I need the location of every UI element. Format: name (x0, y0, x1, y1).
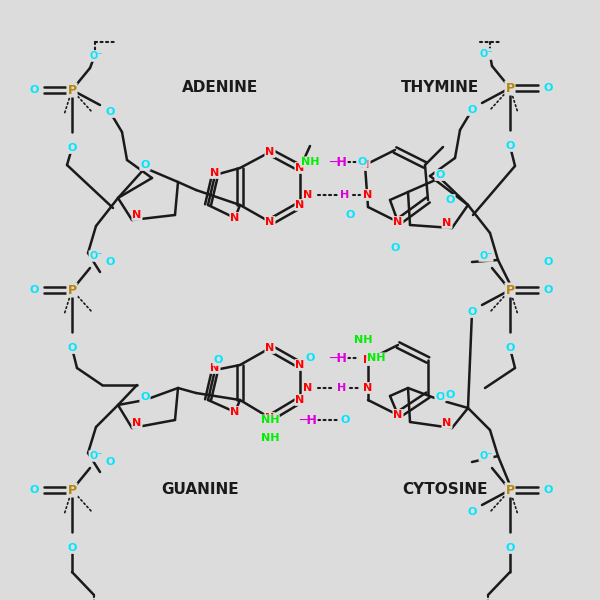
Text: NH: NH (261, 415, 279, 425)
Text: N: N (295, 395, 305, 405)
Text: CYTOSINE: CYTOSINE (402, 482, 488, 497)
Text: ─H: ─H (329, 155, 347, 169)
Text: ─H: ─H (329, 352, 347, 364)
Text: O⁻: O⁻ (479, 49, 493, 59)
Text: O: O (340, 415, 350, 425)
Text: N: N (295, 200, 305, 210)
Text: THYMINE: THYMINE (401, 80, 479, 95)
Text: O: O (346, 210, 355, 220)
Text: N: N (295, 163, 305, 173)
Text: GUANINE: GUANINE (161, 482, 239, 497)
Text: O: O (544, 485, 553, 495)
Text: O⁻: O⁻ (479, 251, 493, 261)
Text: N: N (265, 343, 275, 353)
Text: O: O (505, 343, 515, 353)
Text: O: O (544, 83, 553, 93)
Text: O⁻: O⁻ (89, 451, 103, 461)
Text: N: N (265, 147, 275, 157)
Text: O: O (106, 107, 115, 117)
Text: O: O (436, 392, 445, 402)
Text: N: N (304, 190, 313, 200)
Text: P: P (505, 484, 515, 497)
Text: N: N (211, 168, 220, 178)
Text: N: N (364, 355, 373, 365)
Text: O: O (467, 307, 476, 317)
Text: P: P (67, 283, 77, 296)
Text: O⁻: O⁻ (89, 251, 103, 261)
Text: O: O (305, 353, 314, 363)
Text: P: P (67, 83, 77, 97)
Text: N: N (394, 410, 403, 420)
Text: N: N (442, 418, 452, 428)
Text: O: O (106, 457, 115, 467)
Text: N: N (265, 217, 275, 227)
Text: N: N (361, 160, 370, 170)
Text: O: O (544, 285, 553, 295)
Text: P: P (67, 484, 77, 497)
Text: N: N (133, 418, 142, 428)
Text: N: N (133, 210, 142, 220)
Text: O: O (29, 285, 38, 295)
Text: O: O (214, 355, 223, 365)
Text: O: O (29, 85, 38, 95)
Text: N: N (394, 217, 403, 227)
Text: N: N (230, 407, 239, 417)
Text: O: O (436, 170, 445, 180)
Text: NH: NH (367, 353, 385, 363)
Text: N: N (364, 190, 373, 200)
Text: N: N (364, 383, 373, 393)
Text: O: O (67, 143, 77, 153)
Text: O: O (140, 160, 149, 170)
Text: P: P (505, 82, 515, 94)
Text: O: O (106, 257, 115, 267)
Text: O: O (505, 543, 515, 553)
Text: N: N (304, 383, 313, 393)
Text: O: O (140, 392, 149, 402)
Text: O⁻: O⁻ (479, 451, 493, 461)
Text: O: O (467, 105, 476, 115)
Text: NH: NH (301, 157, 319, 167)
Text: O: O (391, 243, 400, 253)
Text: O: O (67, 543, 77, 553)
Text: O: O (358, 157, 367, 167)
Text: O: O (467, 507, 476, 517)
Text: H: H (337, 383, 347, 393)
Text: O: O (67, 343, 77, 353)
Text: N: N (295, 360, 305, 370)
Text: O: O (445, 195, 455, 205)
Text: O: O (445, 390, 455, 400)
Text: N: N (230, 213, 239, 223)
Text: N: N (211, 363, 220, 373)
Text: N: N (265, 413, 275, 423)
Text: P: P (505, 283, 515, 296)
Text: O: O (544, 257, 553, 267)
Text: NH: NH (354, 335, 372, 345)
Text: O⁻: O⁻ (89, 51, 103, 61)
Text: O: O (505, 141, 515, 151)
Text: H: H (340, 190, 350, 200)
Text: NH: NH (261, 433, 279, 443)
Text: O: O (29, 485, 38, 495)
Text: N: N (442, 218, 452, 228)
Text: ─H: ─H (299, 413, 317, 427)
Text: ADENINE: ADENINE (182, 80, 258, 95)
